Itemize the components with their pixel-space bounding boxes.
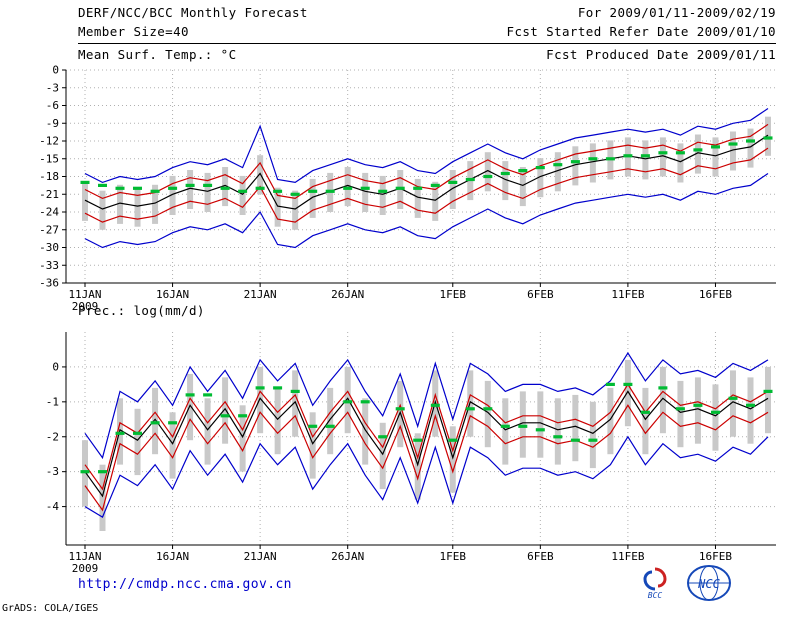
prec-panel-grid [66,332,776,545]
temp-panel-ensemble-mean [84,134,769,210]
svg-text:16FEB: 16FEB [699,288,732,301]
prec-panel-axes [62,332,776,549]
prec-panel-title: Prec.: log(mm/d) [78,303,205,318]
temp-panel: 0 -3 -6 -9 -12 -15 -18 -21 -24 -27 -30 -33 -36 11JAN 1… [39,64,776,314]
prec-panel-ensemble-max [84,351,769,460]
svg-text:11FEB: 11FEB [611,288,644,301]
svg-text:26JAN: 26JAN [331,550,364,563]
svg-text:-30: -30 [39,241,59,254]
svg-text:-3: -3 [46,465,59,478]
svg-text:-1: -1 [46,395,59,408]
svg-text:-27: -27 [39,223,59,236]
prec-panel: 0 -1 -2 -3 -4 11JAN 16JAN 21JAN 26JAN 1FEB 6FEB 11F… [46,332,776,575]
bcc-logo-label: BCC [647,591,663,600]
prec-panel-lower-quartile [84,404,769,512]
svg-text:-33: -33 [39,259,59,272]
ncc-logo-label: NCC [697,577,720,591]
svg-text:21JAN: 21JAN [244,288,277,301]
header-divider [78,43,776,44]
svg-text:-18: -18 [39,170,59,183]
svg-text:0: 0 [52,64,59,77]
prec-panel-ensemble-min [84,435,769,518]
svg-text:-9: -9 [46,117,59,130]
svg-text:16JAN: 16JAN [156,288,189,301]
ncc-logo-icon: NCC [687,565,731,601]
svg-text:6FEB: 6FEB [527,550,554,563]
svg-text:-2: -2 [46,430,59,443]
prec-panel-tick-labels: 0 -1 -2 -3 -4 11JAN 16JAN 21JAN 26JAN 1FEB 6FEB 11F… [46,360,733,575]
forecast-range-label: For 2009/01/11-2009/02/19 [577,5,776,20]
temp-panel-ensemble-max [84,108,769,184]
member-size-label: Member Size=40 [78,24,189,39]
svg-text:11JAN: 11JAN [68,288,101,301]
svg-text:16FEB: 16FEB [699,550,732,563]
bcc-logo-icon [643,567,667,591]
bcc-logo: BCC [640,566,670,600]
ncc-logo: NCC [686,564,732,602]
svg-text:-4: -4 [46,500,60,513]
svg-text:6FEB: 6FEB [527,288,554,301]
temp-panel-axes [62,69,776,287]
prec-panel-ensemble-mean [84,390,769,498]
svg-text:26JAN: 26JAN [331,288,364,301]
svg-text:-24: -24 [39,206,59,219]
temp-panel-upper-quartile [84,123,769,200]
temp-panel-tick-labels: 0 -3 -6 -9 -12 -15 -18 -21 -24 -27 -30 -33 -36 11JAN 1… [39,64,732,314]
svg-text:-3: -3 [46,81,59,94]
prec-panel-upper-quartile [84,383,769,491]
svg-text:1FEB: 1FEB [440,288,467,301]
svg-text:2009: 2009 [72,562,99,575]
temp-panel-ensemble-spread [82,116,771,230]
svg-text:-15: -15 [39,152,59,165]
svg-text:1FEB: 1FEB [440,550,467,563]
prec-panel-ensemble-spread [82,359,771,531]
fcst-refer-date-label: Fcst Started Refer Date 2009/01/10 [506,24,776,39]
svg-text:11JAN: 11JAN [68,550,101,563]
svg-text:-6: -6 [46,99,59,112]
svg-text:-12: -12 [39,135,59,148]
temp-panel-obs-dash [80,136,773,196]
svg-text:21JAN: 21JAN [244,550,277,563]
page-title: DERF/NCC/BCC Monthly Forecast [78,5,308,20]
temp-panel-grid [66,69,776,284]
prec-panel-obs-dash [80,382,773,474]
source-url: http://cmdp.ncc.cma.gov.cn [78,577,292,592]
grads-credit: GrADS: COLA/IGES [2,603,99,614]
temp-panel-title: Mean Surf. Temp.: °C [78,47,237,62]
svg-text:16JAN: 16JAN [156,550,189,563]
svg-text:0: 0 [52,360,59,373]
svg-text:11FEB: 11FEB [611,550,644,563]
svg-text:-36: -36 [39,277,59,290]
svg-text:-21: -21 [39,188,59,201]
temp-panel-ensemble-min [84,173,769,249]
temp-panel-lower-quartile [84,147,769,223]
fcst-produced-date-label: Fcst Produced Date 2009/01/11 [546,47,776,62]
